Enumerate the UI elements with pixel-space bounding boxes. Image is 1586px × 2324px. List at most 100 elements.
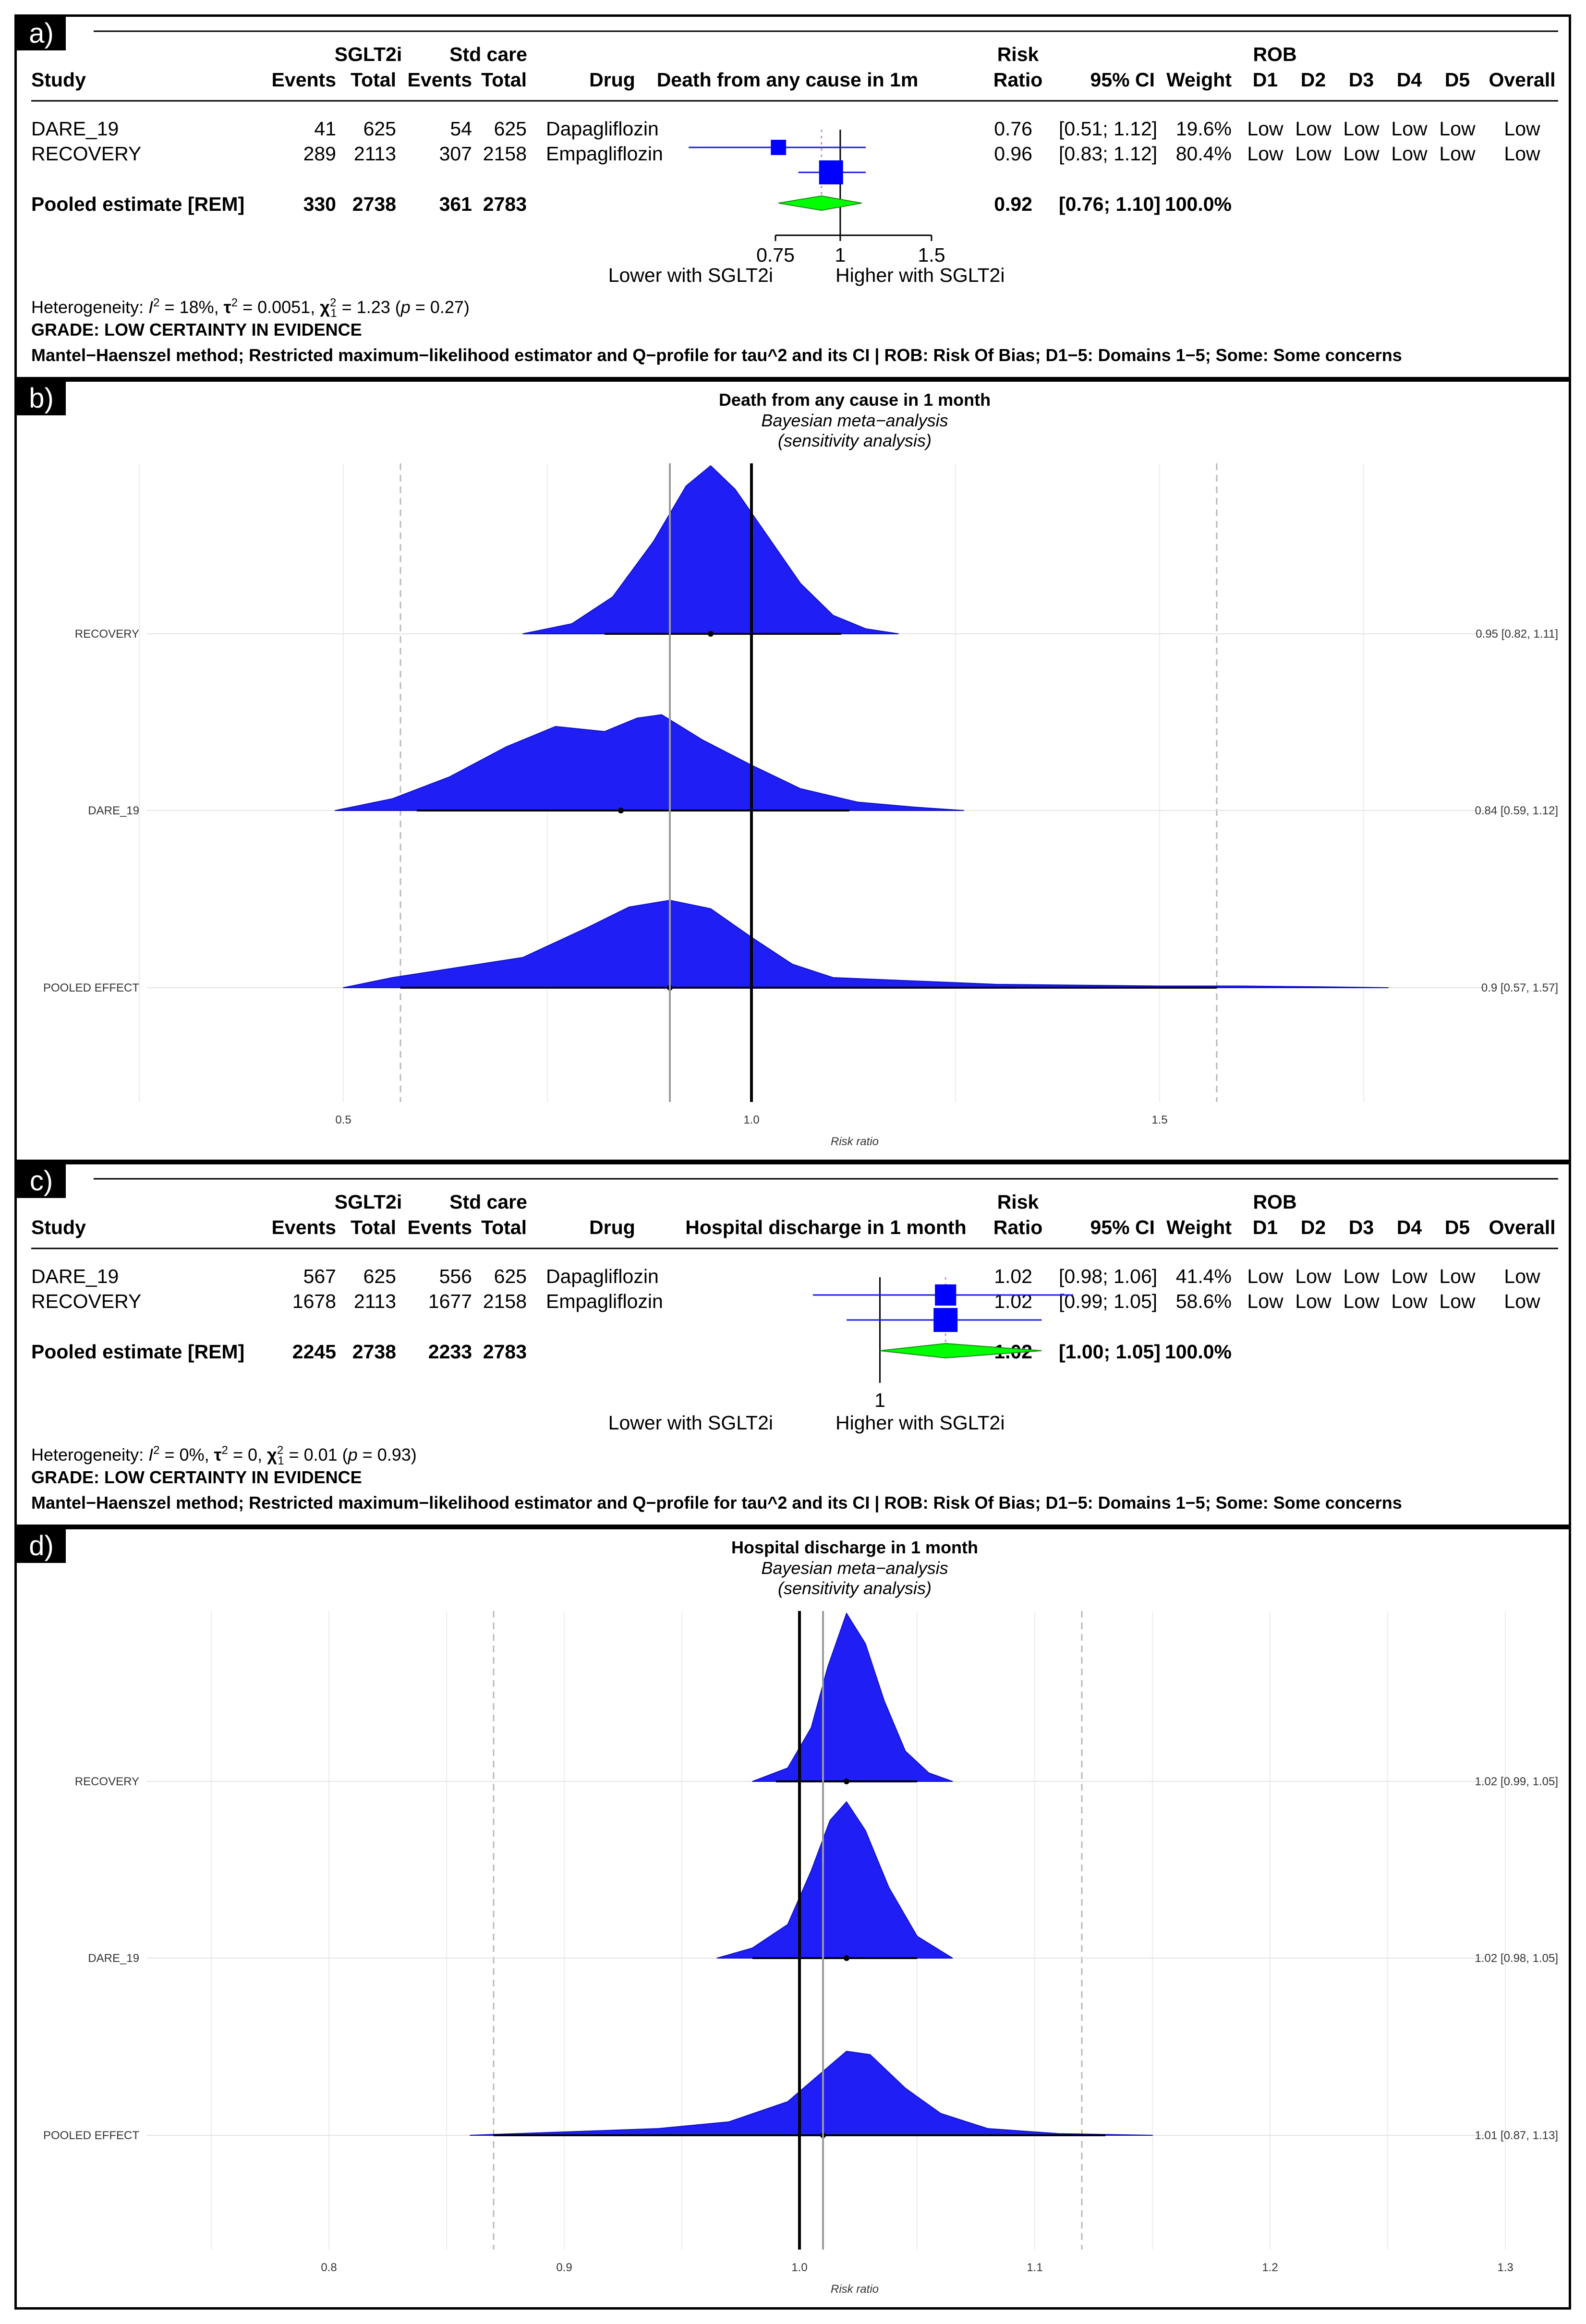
header-ci: 95% CI	[1090, 69, 1155, 91]
header-d5: D5	[1445, 69, 1470, 91]
row-d1: Low	[1247, 118, 1283, 140]
row-overall: Low	[1504, 1290, 1540, 1312]
row-drug: Dapagliflozin	[546, 1265, 659, 1287]
header-total1: Total	[351, 69, 396, 91]
x-tick-label: 1.5	[918, 244, 945, 266]
het-prefix: Heterogeneity:	[31, 1445, 148, 1465]
row-d2: Low	[1295, 118, 1332, 140]
row-events2: 307	[439, 143, 472, 165]
row-estimate: 0.95 [0.82, 1.11]	[1476, 628, 1558, 641]
panel-a-forest-death: SGLT2i Std care Risk ROB Study Events To…	[14, 14, 1571, 379]
x-tick-label: 1.1	[1027, 2261, 1042, 2274]
header-total1: Total	[351, 1216, 396, 1238]
het-chi-val: = 0.01 (	[284, 1445, 348, 1465]
grade-text: GRADE: LOW CERTAINTY IN EVIDENCE	[31, 320, 362, 339]
higher-label: Higher with SGLT2i	[835, 264, 1005, 286]
het-tau-val: = 0,	[228, 1445, 267, 1465]
row-events1: 41	[314, 118, 336, 140]
lower-label: Lower with SGLT2i	[608, 264, 773, 286]
header-drug: Drug	[589, 1216, 635, 1238]
het-tau-val: = 0.0051,	[238, 297, 320, 317]
panel-b-bayesian-death: Death from any cause in 1 month Bayesian…	[14, 379, 1571, 1162]
row-study: DARE_19	[31, 118, 119, 140]
row-overall: Low	[1504, 118, 1540, 140]
header-d2: D2	[1301, 1216, 1326, 1238]
method-text: Mantel−Haenszel method; Restricted maxim…	[31, 345, 1402, 365]
density-curve	[343, 900, 1389, 988]
het-i: I	[148, 1445, 153, 1465]
row-rr: 0.76	[994, 118, 1032, 140]
panel-label-b: b)	[17, 382, 66, 415]
header-events1: Events	[272, 1216, 336, 1238]
row-estimate: 0.9 [0.57, 1.57]	[1481, 981, 1558, 994]
density-curve	[716, 1801, 953, 1959]
row-label: DARE_19	[88, 1952, 139, 1965]
row-overall: Low	[1504, 143, 1540, 165]
panel-label-d: d)	[17, 1529, 66, 1563]
grade-text: GRADE: LOW CERTAINTY IN EVIDENCE	[31, 1467, 362, 1487]
row-d4: Low	[1391, 1265, 1428, 1287]
header-ratio: Ratio	[993, 69, 1043, 91]
het-i-val: = 0%,	[160, 1445, 214, 1465]
header-d3: D3	[1349, 1216, 1374, 1238]
x-tick-label: 1.0	[743, 1114, 759, 1126]
header-events2: Events	[408, 1216, 472, 1238]
header-overall: Overall	[1489, 69, 1555, 91]
het-p-val: = 0.93)	[358, 1445, 417, 1465]
row-d3: Low	[1343, 143, 1380, 165]
het-p: p	[348, 1445, 358, 1465]
row-total1: 2113	[354, 1290, 396, 1312]
row-d5: Low	[1439, 118, 1476, 140]
header-group2: Std care	[449, 43, 527, 65]
het-p: p	[400, 297, 411, 317]
density-graphic	[139, 463, 1486, 1102]
x-tick-label: 1.0	[791, 2261, 807, 2274]
pooled-label: Pooled estimate [REM]	[31, 1341, 244, 1363]
row-d1: Low	[1247, 1265, 1283, 1287]
forest-graphic: 0.75 1 1.5	[689, 130, 945, 266]
row-label: RECOVERY	[75, 628, 139, 641]
pooled-weight: 100.0%	[1165, 1341, 1232, 1363]
row-weight: 58.6%	[1176, 1290, 1232, 1312]
x-tick-label: 0.75	[756, 244, 795, 266]
header-group1: SGLT2i	[335, 1191, 402, 1213]
x-tick-label: 1.2	[1262, 2261, 1278, 2274]
median-point	[844, 1779, 849, 1784]
header-rob: ROB	[1253, 43, 1296, 65]
density-curve	[522, 465, 899, 634]
lower-label: Lower with SGLT2i	[608, 1412, 773, 1434]
plot-subtitle-2: (sensitivity analysis)	[778, 1578, 932, 1598]
row-events2: 1677	[428, 1290, 472, 1312]
row-rr: 1.02	[994, 1265, 1032, 1287]
x-tick-label: 0.8	[321, 2261, 337, 2274]
row-d1: Low	[1247, 143, 1283, 165]
header-d1: D1	[1253, 69, 1278, 91]
row-d2: Low	[1295, 1290, 1332, 1312]
row-d3: Low	[1343, 1290, 1380, 1312]
row-study: RECOVERY	[31, 143, 141, 165]
heterogeneity-text: Heterogeneity: I2 = 18%, τ2 = 0.0051, χ2…	[31, 296, 470, 320]
row-events1: 567	[303, 1265, 336, 1287]
pooled-total1: 2738	[352, 1341, 396, 1363]
x-axis-label: Risk ratio	[831, 1135, 879, 1148]
density-curve	[470, 2051, 1153, 2136]
row-d5: Low	[1439, 1265, 1476, 1287]
median-point	[618, 808, 624, 813]
row-ci: [0.98; 1.06]	[1059, 1265, 1157, 1287]
header-d2: D2	[1301, 69, 1326, 91]
heterogeneity-text: Heterogeneity: I2 = 0%, τ2 = 0, χ2 1 = 0.…	[31, 1444, 417, 1467]
pooled-events1: 330	[303, 193, 336, 215]
row-estimate: 1.02 [0.98, 1.05]	[1475, 1952, 1558, 1965]
row-weight: 41.4%	[1176, 1265, 1232, 1287]
header-events1: Events	[272, 69, 336, 91]
row-d1: Low	[1247, 1290, 1283, 1312]
row-estimate: 1.01 [0.87, 1.13]	[1475, 2129, 1558, 2142]
pooled-total2: 2783	[483, 1341, 527, 1363]
panel-c-forest-discharge: SGLT2i Std care Risk ROB Study Events To…	[14, 1162, 1571, 1527]
pooled-events1: 2245	[292, 1341, 336, 1363]
header-overall: Overall	[1489, 1216, 1555, 1238]
header-ci: 95% CI	[1090, 1216, 1155, 1238]
pooled-ci: [1.00; 1.05]	[1059, 1341, 1161, 1363]
study-square-marker	[935, 1284, 956, 1306]
het-prefix: Heterogeneity:	[31, 297, 148, 317]
